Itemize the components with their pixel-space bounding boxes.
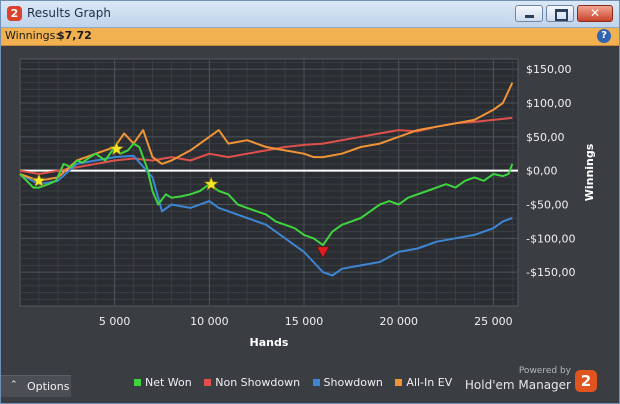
winnings-label: Winnings: — [5, 29, 60, 42]
x-tick-label: 15 000 — [285, 315, 324, 328]
series-line-all-in-ev — [19, 82, 514, 182]
star-marker — [203, 176, 219, 191]
chevron-up-icon: ⌃ — [10, 380, 18, 390]
options-button[interactable]: ⌃ Options — [1, 375, 71, 397]
legend-item-non-showdown: Non Showdown — [204, 376, 300, 389]
legend-item-net-won: Net Won — [134, 376, 192, 389]
maximize-icon — [555, 9, 568, 21]
x-tick-label: 25 000 — [474, 315, 513, 328]
y-tick-label: $0,00 — [526, 165, 558, 178]
help-icon[interactable]: ? — [597, 29, 611, 43]
app-logo-icon: 2 — [7, 6, 22, 21]
star-marker — [31, 172, 47, 188]
options-label: Options — [27, 380, 70, 393]
legend-item-all-in-ev: All-In EV — [395, 376, 452, 389]
minimize-button[interactable] — [515, 5, 543, 22]
y-tick-label: $50,00 — [526, 131, 565, 144]
holdem-manager-logo-icon: 2 — [575, 370, 597, 392]
legend-swatch — [204, 378, 212, 386]
y-tick-label: $100,00 — [526, 97, 572, 110]
legend-label: All-In EV — [406, 376, 453, 389]
y-tick-label: $150,00 — [526, 63, 572, 76]
powered-by-text: Powered by — [518, 366, 571, 376]
plot-area — [19, 58, 519, 307]
y-tick-label: -$100,00 — [526, 232, 575, 245]
y-axis-title: Winnings — [583, 143, 596, 201]
legend-swatch — [134, 378, 141, 386]
x-tick-label: 10 000 — [190, 315, 229, 328]
winnings-value: $7,72 — [57, 29, 92, 42]
maximize-button[interactable] — [546, 5, 574, 22]
star-marker — [109, 141, 125, 156]
winnings-bar: Winnings: $7,72 ? — [1, 28, 619, 46]
x-tick-label: 20 000 — [379, 315, 418, 328]
y-tick-label: -$150,00 — [526, 266, 575, 279]
legend-item-showdown: Showdown — [312, 376, 383, 389]
legend-label: Non Showdown — [215, 376, 301, 389]
title-bar[interactable]: 2 Results Graph ✕ — [1, 1, 619, 28]
x-axis-title: Hands — [250, 336, 289, 349]
legend-label: Showdown — [323, 376, 383, 389]
legend-swatch — [395, 378, 403, 386]
legend-swatch — [312, 378, 320, 386]
chart-legend: Net Won Non Showdown Showdown All-In EV — [134, 376, 461, 392]
y-tick-label: -$50,00 — [526, 198, 568, 211]
results-chart: 5 000 10 000 15 000 20 000 25 000 $150,00 $100… — [19, 58, 596, 349]
brand-block: Powered by Hold'em Manager 2 — [465, 365, 597, 399]
low-point-marker — [316, 246, 330, 259]
close-icon: ✕ — [589, 6, 601, 20]
close-button[interactable]: ✕ — [577, 5, 613, 22]
minimize-icon — [525, 15, 534, 18]
legend-label: Net Won — [145, 376, 192, 389]
brand-name: Hold'em Manager — [464, 378, 571, 392]
window-title: Results Graph — [27, 6, 111, 20]
series-line-showdown — [19, 154, 513, 277]
series-line-net-won — [19, 142, 514, 247]
x-tick-label: 5 000 — [99, 315, 131, 328]
